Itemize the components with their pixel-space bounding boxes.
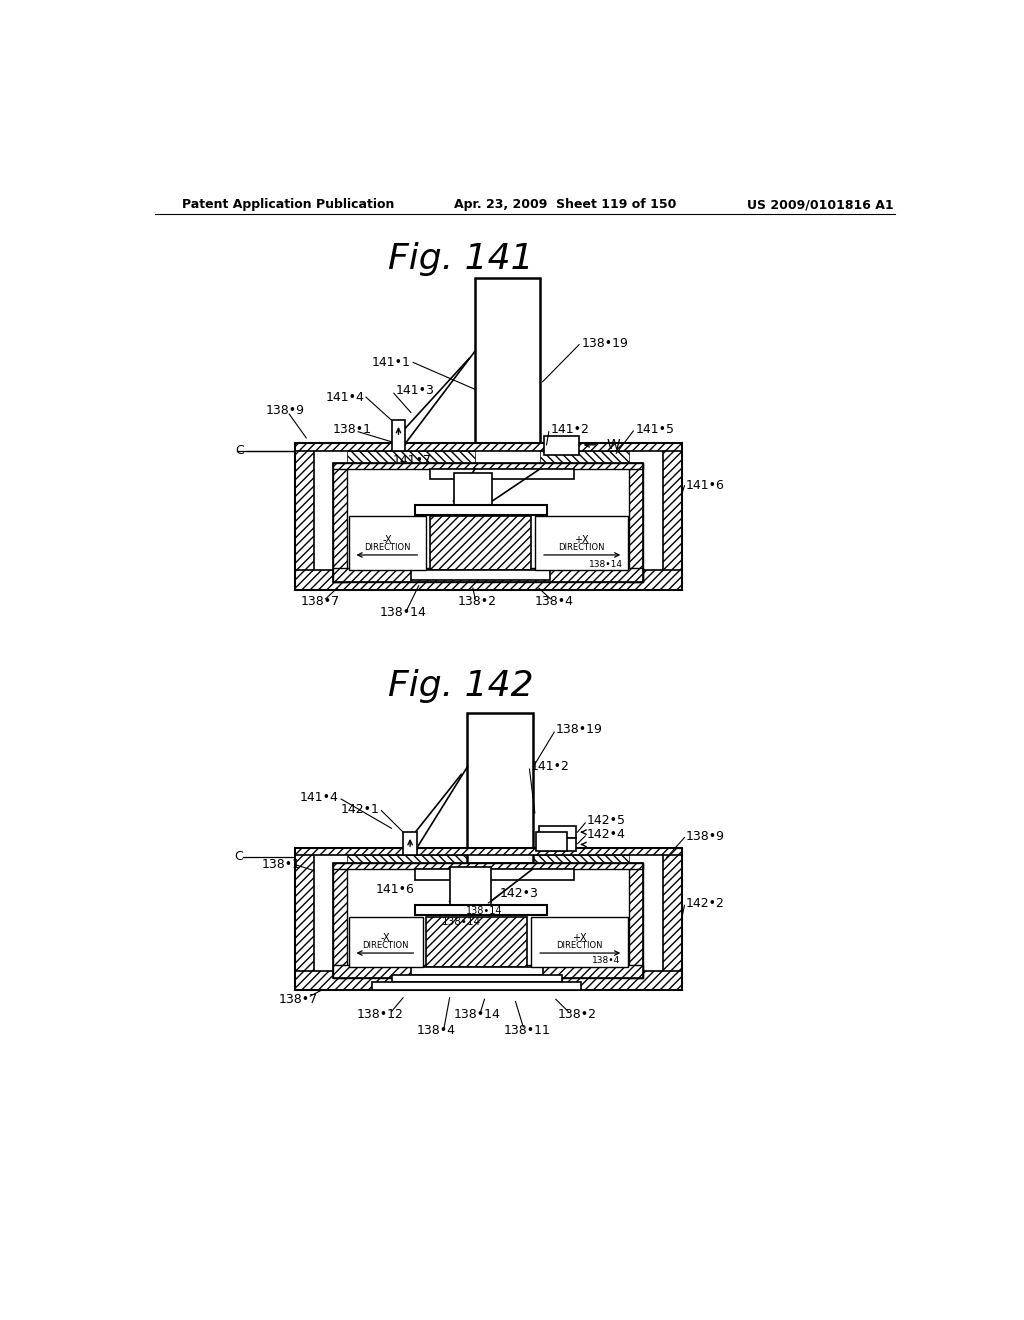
Text: 138•14: 138•14 [441,917,481,927]
Text: 138•1: 138•1 [261,858,300,871]
Bar [539,826,575,838]
Bar [467,713,532,863]
Text: 138•11: 138•11 [504,1023,551,1036]
Text: 138•4: 138•4 [535,594,573,607]
Bar [334,462,347,582]
Text: 138•9: 138•9 [266,404,305,417]
Bar [295,847,682,855]
Text: 138•1: 138•1 [333,422,372,436]
Bar [475,277,541,447]
Text: 138•14: 138•14 [380,606,427,619]
Text: 141•4: 141•4 [326,391,365,404]
Bar [415,506,547,515]
Text: 138•14: 138•14 [466,907,503,916]
Bar [334,863,347,978]
Text: +X: +X [571,933,587,942]
Bar [454,473,493,506]
Text: 141•6: 141•6 [686,479,725,492]
Bar [334,863,643,978]
Text: W: W [606,438,620,451]
Bar [403,832,417,855]
Bar [630,863,643,978]
Text: 142•3: 142•3 [500,887,539,900]
Text: 141•5: 141•5 [636,422,675,436]
Text: C: C [236,445,245,458]
Text: 138•19: 138•19 [556,723,603,737]
Text: -X: -X [383,535,392,545]
Bar [663,444,682,590]
Text: DIRECTION: DIRECTION [556,941,602,950]
Text: -X: -X [381,933,390,942]
Bar [349,516,426,570]
Text: 141•3: 141•3 [395,384,434,397]
Text: US 2009/0101816 A1: US 2009/0101816 A1 [748,198,894,211]
Bar [295,847,314,990]
Text: 138•4: 138•4 [592,956,621,965]
Bar [537,832,567,851]
Bar [295,444,314,590]
Text: 142•4: 142•4 [587,828,626,841]
Bar [295,444,682,590]
Bar [334,462,643,582]
Text: Fig. 141: Fig. 141 [388,242,535,276]
Bar [535,516,628,570]
Bar [450,867,490,906]
Text: C: C [233,850,243,863]
Bar [531,917,628,966]
Bar [372,982,582,990]
Text: 141•2: 141•2 [531,760,570,774]
Text: DIRECTION: DIRECTION [365,543,411,552]
Bar [349,917,423,966]
Bar [415,869,573,880]
Bar [411,570,550,579]
Text: +X: +X [574,535,589,545]
Text: 138•7: 138•7 [301,594,340,607]
Bar [295,970,682,990]
Text: Fig. 142: Fig. 142 [388,669,535,702]
Text: 142•2: 142•2 [686,898,725,911]
Text: 141•6: 141•6 [376,883,415,896]
Bar [334,863,643,869]
Bar [334,568,643,582]
Text: 138•19: 138•19 [582,337,629,350]
Bar [539,838,575,851]
Bar [295,444,682,451]
Bar [334,462,643,469]
Bar [541,451,630,469]
Bar [295,847,682,990]
Text: 142•1: 142•1 [341,803,380,816]
Bar [347,451,475,469]
Text: 141•1: 141•1 [372,356,411,370]
Bar [415,906,547,915]
Text: 141•4: 141•4 [300,791,339,804]
Bar [391,420,406,451]
Bar [430,469,573,479]
Bar [391,974,562,982]
Text: 138•7: 138•7 [279,993,318,1006]
Text: 138•4: 138•4 [417,1023,456,1036]
Text: 138•14: 138•14 [589,560,624,569]
Text: 142•5: 142•5 [587,814,626,828]
Bar [295,570,682,590]
Bar [426,917,527,966]
Text: Apr. 23, 2009  Sheet 119 of 150: Apr. 23, 2009 Sheet 119 of 150 [454,198,676,211]
Bar [334,965,643,978]
Bar [630,462,643,582]
Text: DIRECTION: DIRECTION [362,941,409,950]
Text: Patent Application Publication: Patent Application Publication [182,198,394,211]
Text: 138•2: 138•2 [558,1008,597,1022]
Text: 138•9: 138•9 [686,829,725,842]
Bar [532,855,630,869]
Bar [411,966,543,974]
Text: 141•2: 141•2 [550,422,589,436]
Bar [347,855,467,869]
Text: 138•14: 138•14 [454,1008,500,1022]
Text: 138•2: 138•2 [458,594,497,607]
Bar [544,436,579,455]
Text: 138•12: 138•12 [356,1008,403,1022]
Text: DIRECTION: DIRECTION [558,543,604,552]
Bar [663,847,682,990]
Text: 141•7: 141•7 [393,454,432,467]
Bar [430,516,531,570]
